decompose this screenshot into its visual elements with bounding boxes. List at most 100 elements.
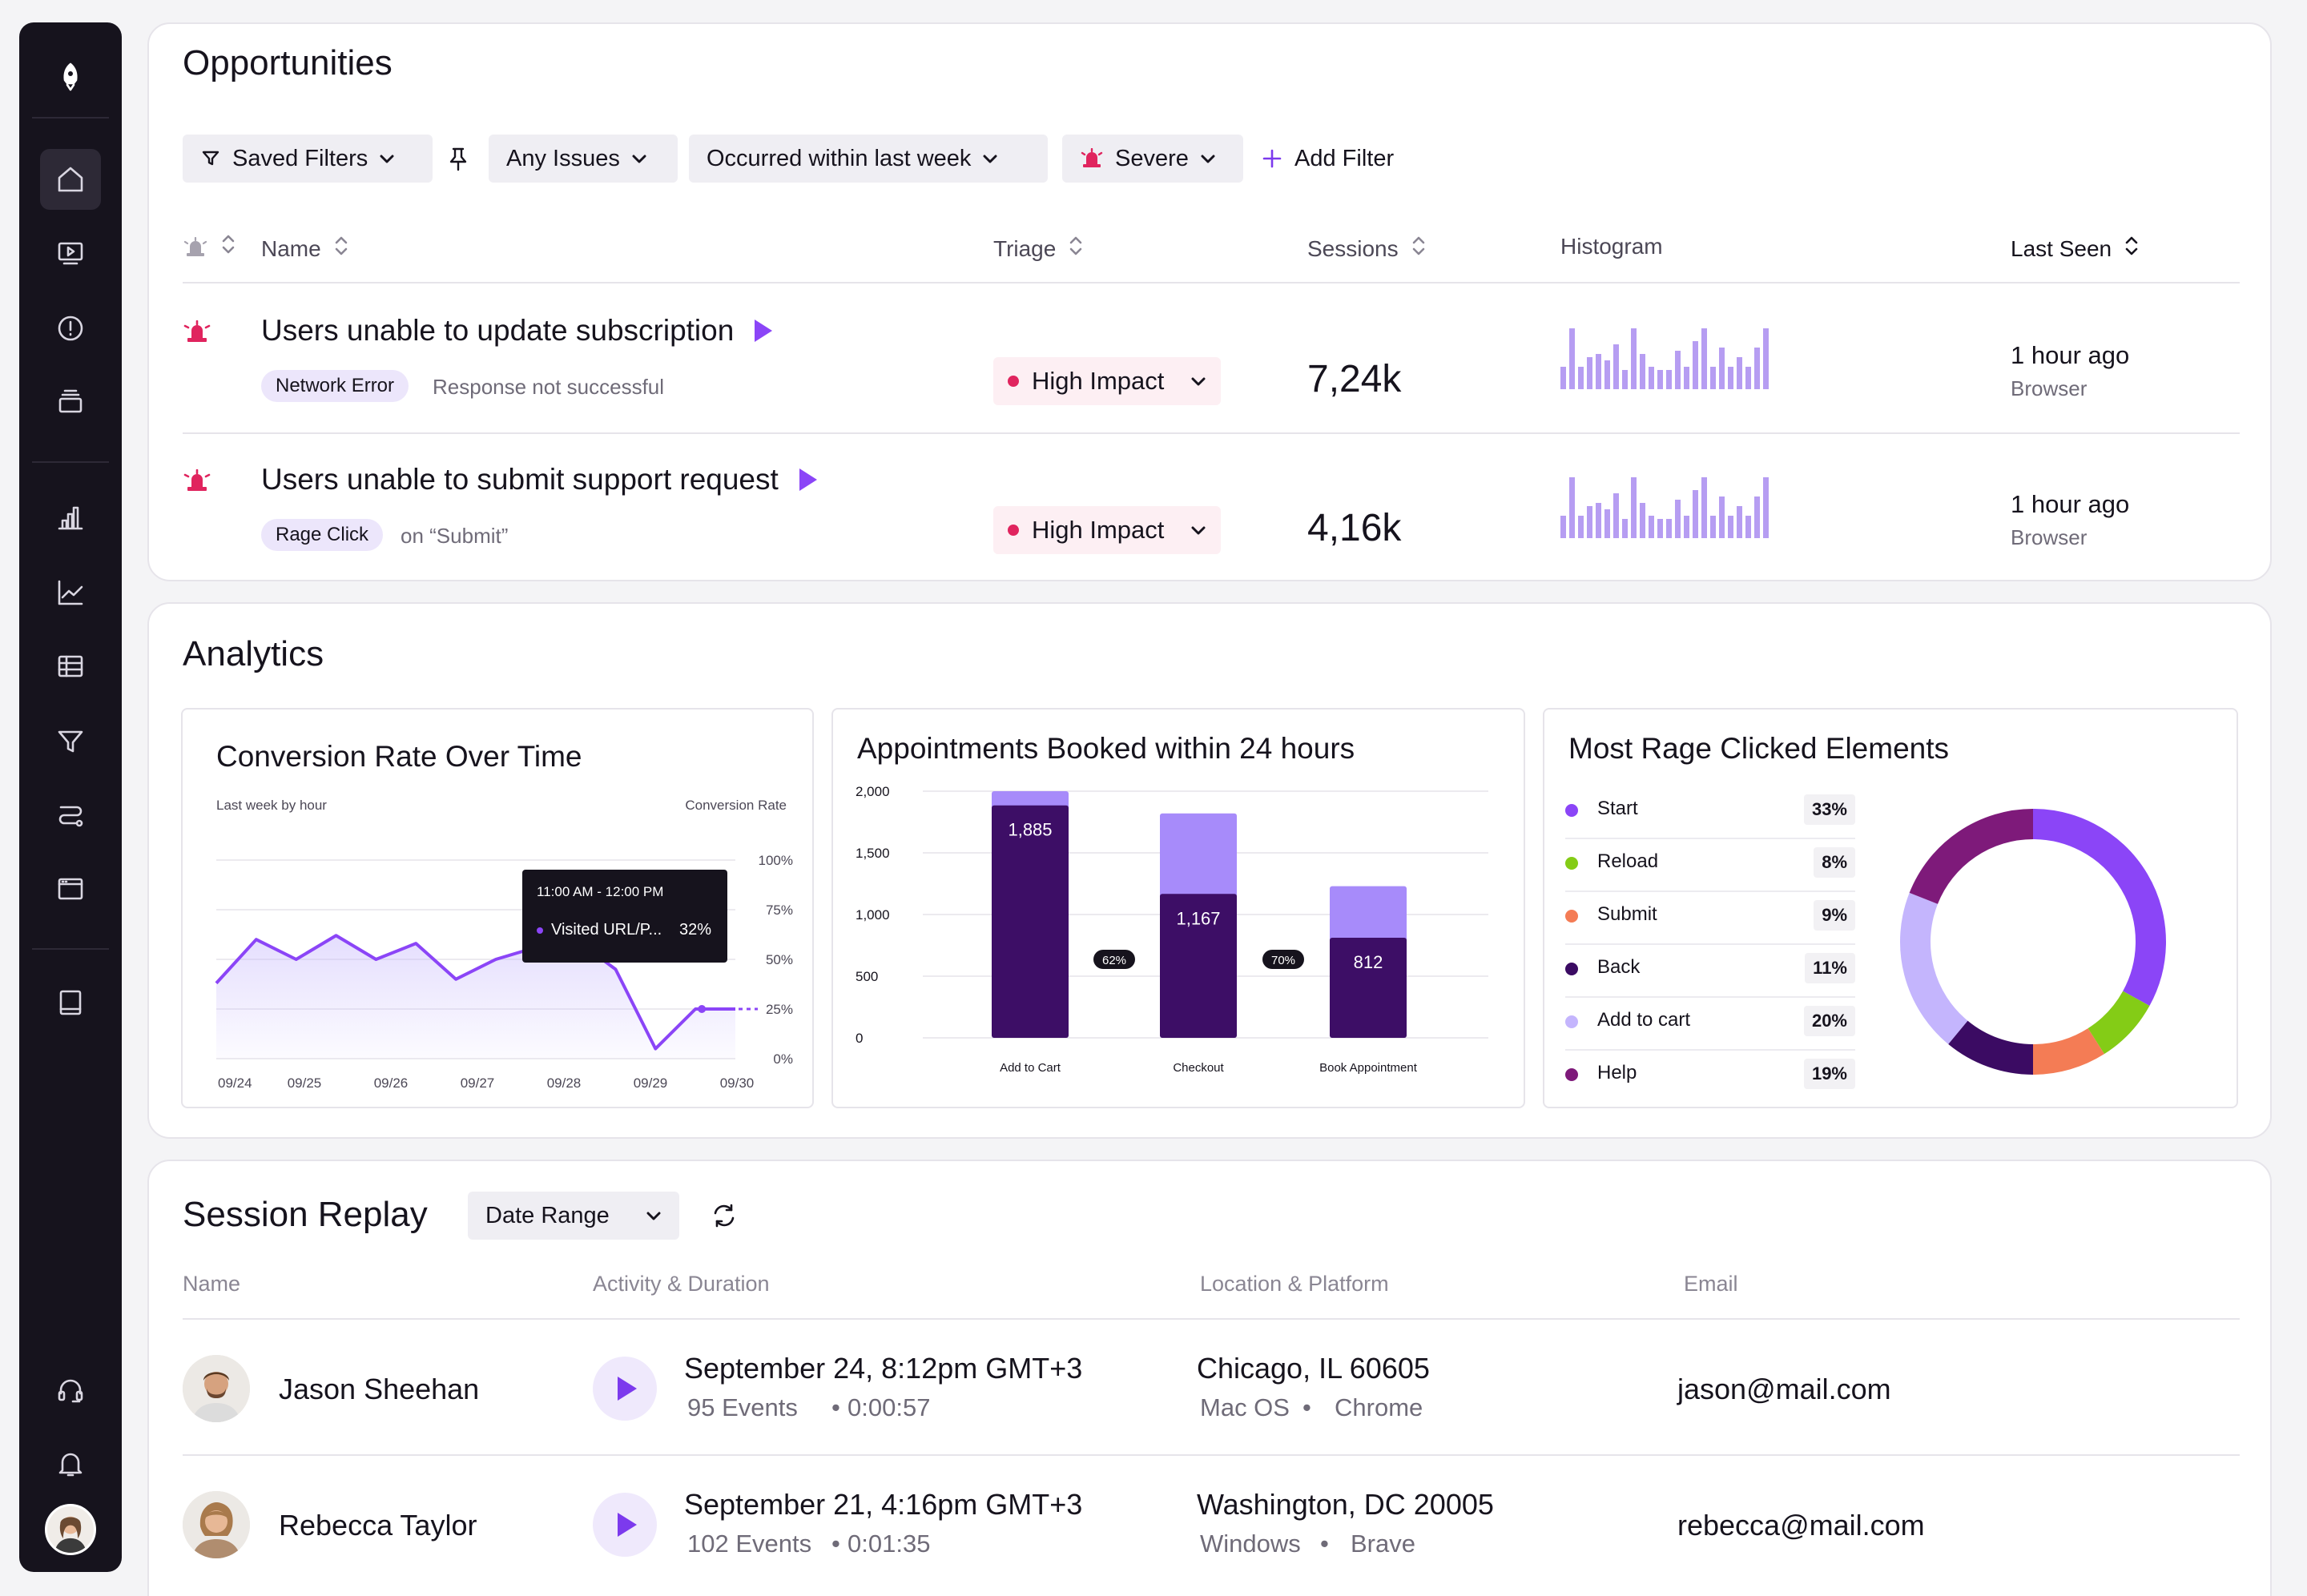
triage-dropdown[interactable]: High Impact <box>993 506 1221 554</box>
severity-sort[interactable] <box>183 232 236 262</box>
tooltip-dot <box>537 927 543 934</box>
donut-slice <box>2032 809 2166 1006</box>
x-tick-label: 09/25 <box>288 1075 322 1091</box>
session-replay-title: Session Replay <box>183 1195 428 1234</box>
column-sessions-label: Sessions <box>1307 235 1399 261</box>
column-name[interactable]: Name <box>261 234 348 263</box>
bar-value-label: 1,167 <box>1176 908 1220 928</box>
session-os: Mac OS <box>1200 1393 1290 1421</box>
conversion-plot: 100% 75% 50% 25% 0% 09/24 09/25 09/26 09/27 09/28… <box>215 853 793 1091</box>
occurred-label: Occurred within last week <box>707 145 972 171</box>
legend-label: Back <box>1597 956 1641 978</box>
histogram-bar <box>1578 516 1584 538</box>
chart-tooltip: 11:00 AM - 12:00 PM Visited URL/P... 32% <box>522 870 727 963</box>
legend-item[interactable]: Back 11% <box>1565 945 1855 998</box>
y-tick-label: 50% <box>766 952 793 967</box>
funnel-icon <box>202 151 219 166</box>
legend-swatch <box>1565 1015 1578 1028</box>
issues-label: Any Issues <box>506 145 620 171</box>
x-tick-label: 09/29 <box>634 1075 668 1091</box>
route-icon[interactable] <box>40 785 101 846</box>
session-duration: 0:00:57 <box>848 1393 931 1421</box>
home-icon[interactable] <box>40 149 101 210</box>
sort-icon <box>222 235 235 254</box>
conversion-label: 62% <box>1102 954 1126 967</box>
conversion-pill <box>1093 950 1135 969</box>
play-icon[interactable] <box>755 320 773 342</box>
table-icon[interactable] <box>40 636 101 697</box>
headset-icon[interactable] <box>40 1360 101 1421</box>
play-session-button[interactable] <box>593 1493 657 1557</box>
y-tick-label: 75% <box>766 903 793 918</box>
bell-icon[interactable] <box>40 1433 101 1494</box>
occurred-dropdown[interactable]: Occurred within last week <box>689 135 1048 183</box>
avatar <box>183 1355 250 1422</box>
user-name[interactable]: Rebecca Taylor <box>279 1509 477 1542</box>
chart-title: Conversion Rate Over Time <box>216 740 582 773</box>
chevron-down-icon <box>1201 155 1215 163</box>
funnel-icon[interactable] <box>40 711 101 772</box>
histogram <box>1560 325 1769 389</box>
alert-icon[interactable] <box>40 298 101 359</box>
histogram-bar <box>1728 367 1733 389</box>
session-location: Chicago, IL 60605 <box>1197 1352 1430 1385</box>
histogram-bar <box>1763 328 1769 389</box>
line-chart-icon[interactable] <box>40 562 101 623</box>
column-name: Name <box>183 1272 241 1296</box>
user-email[interactable]: rebecca@mail.com <box>1677 1509 1925 1542</box>
stack-icon[interactable] <box>40 372 101 432</box>
legend-item[interactable]: Start 33% <box>1565 786 1855 839</box>
histogram-bar <box>1613 344 1619 389</box>
tooltip-time: 11:00 AM - 12:00 PM <box>537 884 664 899</box>
donut-slice <box>1900 892 1968 1044</box>
column-last-seen[interactable]: Last Seen <box>2011 234 2139 263</box>
opportunity-title[interactable]: Users unable to submit support request <box>261 463 817 496</box>
issues-dropdown[interactable]: Any Issues <box>489 135 678 183</box>
pin-icon[interactable] <box>445 146 471 177</box>
severity-dropdown[interactable]: Severe <box>1062 135 1243 183</box>
user-name[interactable]: Jason Sheehan <box>279 1373 480 1405</box>
video-icon[interactable] <box>40 223 101 283</box>
histogram-bar <box>1754 348 1760 389</box>
chevron-down-icon <box>646 1212 661 1220</box>
opportunity-title[interactable]: Users unable to update subscription <box>261 314 773 348</box>
user-email[interactable]: jason@mail.com <box>1677 1373 1891 1405</box>
sidebar <box>19 22 122 1572</box>
y-tick-label: 2,000 <box>856 784 890 799</box>
triage-dropdown[interactable]: High Impact <box>993 357 1221 405</box>
refresh-icon[interactable] <box>710 1201 739 1234</box>
legend-item[interactable]: Reload 8% <box>1565 839 1855 892</box>
play-icon <box>618 1377 637 1401</box>
avatar <box>183 1491 250 1558</box>
rocket-logo-icon[interactable] <box>40 46 101 107</box>
play-session-button[interactable] <box>593 1357 657 1421</box>
bar-chart-icon[interactable] <box>40 487 101 548</box>
add-filter-button[interactable]: Add Filter <box>1254 135 1415 183</box>
sort-icon <box>1070 236 1082 255</box>
donut-slice <box>2088 991 2150 1055</box>
play-icon[interactable] <box>799 468 817 491</box>
column-triage[interactable]: Triage <box>993 234 1083 263</box>
histogram-bar <box>1560 516 1566 538</box>
legend-item[interactable]: Submit 9% <box>1565 892 1855 945</box>
chart-subtitle: Last week by hour <box>216 798 327 813</box>
date-range-dropdown[interactable]: Date Range <box>468 1192 679 1240</box>
histogram-bar <box>1710 516 1716 538</box>
chevron-down-icon <box>1191 526 1206 535</box>
book-icon[interactable] <box>40 972 101 1033</box>
x-tick-label: 09/28 <box>547 1075 582 1091</box>
user-avatar[interactable] <box>45 1504 96 1555</box>
bar-value-label: 812 <box>1354 952 1383 972</box>
x-tick-label: 09/26 <box>374 1075 409 1091</box>
chevron-down-icon <box>1191 377 1206 386</box>
saved-filters-dropdown[interactable]: Saved Filters <box>183 135 433 183</box>
legend-item[interactable]: Add to cart 20% <box>1565 998 1855 1051</box>
siren-icon <box>183 236 207 256</box>
y-tick-label: 0% <box>773 1051 793 1067</box>
conversion-rate-chart: Conversion Rate Over Time Last week by h… <box>181 708 814 1108</box>
legend-item[interactable]: Help 19% <box>1565 1051 1855 1104</box>
column-sessions[interactable]: Sessions <box>1307 234 1426 263</box>
window-icon[interactable] <box>40 858 101 919</box>
legend-value: 8% <box>1814 847 1855 878</box>
histogram-bar <box>1728 516 1733 538</box>
